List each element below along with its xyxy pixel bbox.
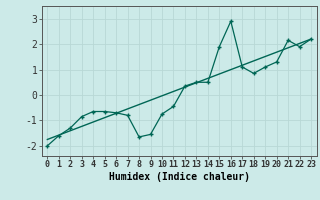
- X-axis label: Humidex (Indice chaleur): Humidex (Indice chaleur): [109, 172, 250, 182]
